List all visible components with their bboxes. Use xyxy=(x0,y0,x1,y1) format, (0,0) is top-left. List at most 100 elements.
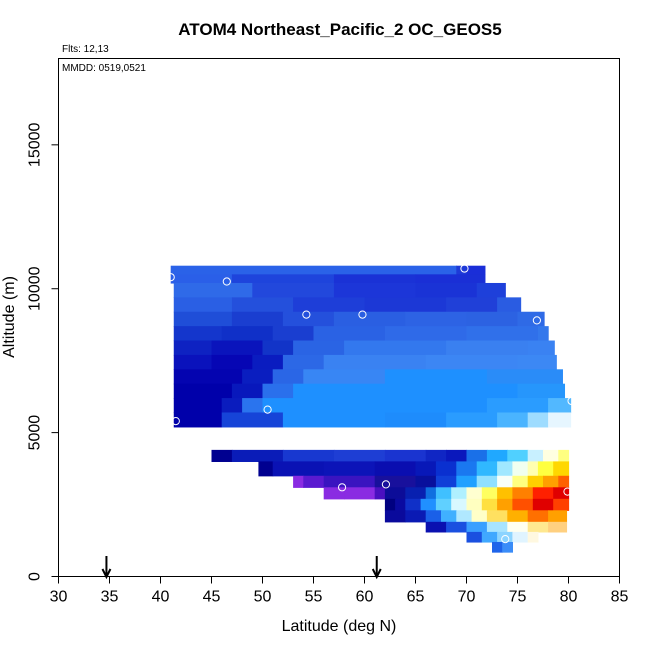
heatmap-cell xyxy=(173,311,233,327)
flight-point xyxy=(222,277,231,286)
heatmap-cell xyxy=(293,340,345,356)
heatmap-cell xyxy=(537,326,549,342)
heatmap-cell xyxy=(303,369,386,385)
x-tick-label: 35 xyxy=(101,589,119,606)
heatmap-cell xyxy=(507,521,529,533)
heatmap-cell xyxy=(486,369,563,385)
heatmap-cell xyxy=(170,265,457,275)
x-axis: 30 35 40 45 50 55 60 65 70 75 80 85 xyxy=(50,576,629,606)
y-tick-label: 0 xyxy=(27,572,44,581)
heatmap-cell xyxy=(262,340,294,356)
heatmap-cell xyxy=(497,498,513,511)
heatmap-cell xyxy=(497,531,513,543)
heatmap-cell xyxy=(486,398,549,414)
heatmap-cell xyxy=(384,412,447,428)
heatmap-cell xyxy=(173,326,223,342)
heatmap-cell xyxy=(441,510,457,523)
flight-point xyxy=(567,396,576,406)
plot-frame xyxy=(58,58,620,577)
heatmap-cell xyxy=(242,369,274,385)
dates-note: MMDD: 0519,0521 xyxy=(62,63,146,74)
heatmap-cell xyxy=(231,383,264,399)
heatmap-cell xyxy=(173,354,213,370)
heatmap-cell xyxy=(344,487,376,500)
heatmap-cell xyxy=(420,498,437,511)
flight-point xyxy=(381,480,391,489)
heatmap-cell xyxy=(466,449,488,462)
heatmap-cell xyxy=(537,461,554,477)
heatmap-cell xyxy=(405,498,422,511)
heatmap-cell xyxy=(543,475,559,488)
x-tick-label: 60 xyxy=(356,589,374,606)
y-axis-label: Altitude (m) xyxy=(1,276,18,358)
heatmap-cell xyxy=(173,297,233,313)
heatmap-cell xyxy=(374,487,386,500)
heatmap-cell xyxy=(293,475,304,488)
heatmap-cell xyxy=(497,487,513,500)
flight-track-points xyxy=(166,264,576,544)
arrow-head xyxy=(371,568,382,580)
heatmap-cell xyxy=(282,412,386,428)
heatmap-cell xyxy=(517,354,557,370)
heatmap-cell xyxy=(466,498,483,511)
heatmap-cell xyxy=(527,521,549,533)
x-tick-label: 45 xyxy=(203,589,221,606)
heatmap-cell xyxy=(532,487,554,500)
heatmap-cell xyxy=(512,531,529,543)
heatmap-cell xyxy=(415,282,478,298)
heatmap-cell xyxy=(517,383,566,399)
heatmap-cell xyxy=(481,487,498,500)
heatmap-cell xyxy=(476,475,498,488)
heatmap-cell xyxy=(173,398,223,414)
heatmap-cell xyxy=(466,326,539,342)
heatmap-cell xyxy=(527,449,544,462)
heatmap-cell xyxy=(481,498,498,511)
heatmap-cell xyxy=(333,282,417,298)
heatmap-cell xyxy=(517,311,545,327)
heatmap-cell xyxy=(476,461,498,477)
flights-note: Flts: 12,13 xyxy=(62,44,109,55)
heatmap-cell xyxy=(282,449,335,462)
heatmap-cell xyxy=(456,475,478,488)
x-tick-label: 30 xyxy=(50,589,68,606)
heatmap-cell xyxy=(173,369,243,385)
heatmap-cell xyxy=(425,521,447,533)
heatmap-cell xyxy=(446,521,468,533)
heatmap-cell xyxy=(466,521,488,533)
heatmap-cell xyxy=(466,311,519,327)
flight-point xyxy=(166,273,175,282)
heatmap-cell xyxy=(466,265,486,275)
heatmap-cell xyxy=(527,531,539,543)
heatmap-cell xyxy=(395,498,406,511)
heatmap-cell xyxy=(415,274,486,284)
heatmap-cell xyxy=(384,510,406,523)
flight-point xyxy=(358,310,367,319)
heatmap-cell xyxy=(323,487,345,500)
heatmap-cell xyxy=(446,412,498,428)
heatmap-cell xyxy=(425,487,437,500)
heatmap-cell xyxy=(282,354,325,370)
heatmap-cell xyxy=(527,412,549,428)
heatmap-cell xyxy=(558,449,570,462)
flight-arrows xyxy=(101,556,382,580)
heatmap-cell xyxy=(425,510,442,523)
heatmap-cell xyxy=(527,510,549,523)
heatmap-cell xyxy=(344,340,447,356)
heatmap-cell xyxy=(211,340,264,356)
heatmap-cell xyxy=(252,354,284,370)
heatmap-cell xyxy=(451,487,468,500)
heatmap-cell xyxy=(173,383,233,399)
heatmap-cell xyxy=(258,461,274,477)
heatmap-cell xyxy=(435,498,452,511)
heatmap-cell xyxy=(384,369,488,385)
flight-point xyxy=(532,316,541,325)
heatmap-cell xyxy=(471,510,488,523)
heatmap-cell xyxy=(466,487,483,500)
heatmap-cell xyxy=(313,326,386,342)
heatmap-cell xyxy=(231,449,284,462)
heatmap-cell xyxy=(173,340,213,356)
heatmap-cell xyxy=(553,487,570,500)
heatmap-cell xyxy=(364,297,447,313)
heatmap-cell xyxy=(486,449,508,462)
heatmap-cell xyxy=(456,461,478,477)
